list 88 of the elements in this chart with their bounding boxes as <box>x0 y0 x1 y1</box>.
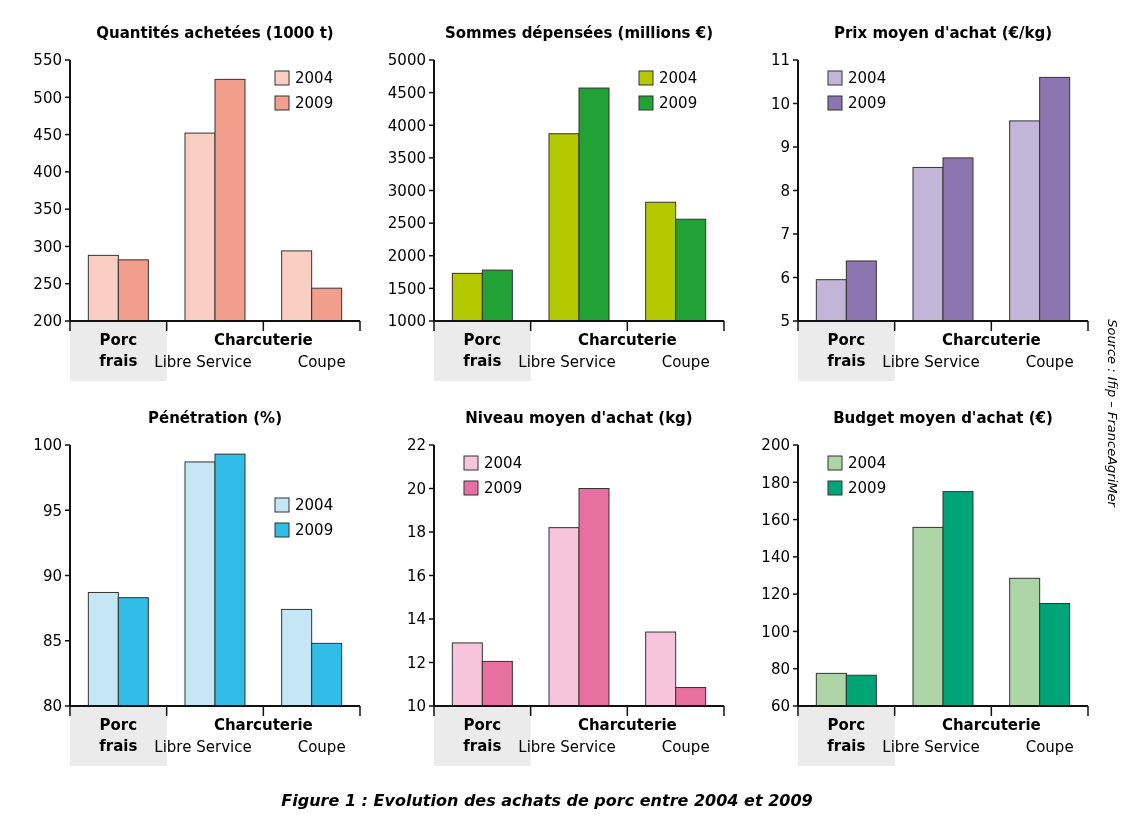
legend-label: 2004 <box>295 496 334 515</box>
x-tick-label: Libre Service <box>154 353 252 371</box>
x-tick-label: Porc frais <box>827 331 866 370</box>
chart-title: Prix moyen d'achat (€/kg) <box>833 24 1053 42</box>
y-tick-label: 5000 <box>387 51 426 70</box>
legend-label: 2004 <box>659 69 698 88</box>
y-tick-label: 3000 <box>387 181 426 200</box>
y-tick-label: 250 <box>33 274 62 293</box>
caption: Figure 1 : Evolution des achats de porc entre 2004 et 2009 <box>281 791 813 810</box>
y-tick-label: 180 <box>761 473 790 492</box>
text: Charcuterie <box>577 331 677 349</box>
y-tick-label: 120 <box>761 585 790 604</box>
y-tick-label: 14 <box>406 610 426 629</box>
legend-label: 2004 <box>484 454 523 473</box>
x-tick-label: Libre Service <box>154 738 252 756</box>
text: Charcuterie <box>213 331 313 349</box>
y-tick-label: 6 <box>780 268 790 287</box>
chart-title: Pénétration (%) <box>148 409 282 427</box>
y-tick-label: 350 <box>33 200 62 219</box>
y-tick-label: 18 <box>406 523 426 542</box>
x-tick-label: Coupe <box>1025 738 1074 756</box>
y-tick-label: 12 <box>406 653 426 672</box>
x-tick-label: Porc frais <box>827 716 866 755</box>
y-tick-label: 80 <box>42 697 62 716</box>
y-tick-label: 8 <box>780 181 790 200</box>
x-tick-label: Porc frais <box>463 716 502 755</box>
chart-title: Quantités achetées (1000 t) <box>96 24 334 42</box>
y-tick-label: 20 <box>406 479 426 498</box>
legend-label: 2009 <box>484 479 523 498</box>
y-tick-label: 11 <box>770 51 790 70</box>
x-tick-label: Porc frais <box>99 716 138 755</box>
legend-label: 2009 <box>295 521 334 540</box>
y-tick-label: 2000 <box>387 247 426 265</box>
x-tick-label: Porc frais <box>463 331 502 370</box>
y-tick-label: 2500 <box>387 214 426 233</box>
legend-label: 2009 <box>659 94 698 113</box>
legend-label: 2009 <box>295 94 334 113</box>
x-tick-label: Coupe <box>1025 353 1074 371</box>
y-tick-label: 10 <box>770 94 790 113</box>
y-tick-label: 16 <box>406 566 426 585</box>
legend-label: 2004 <box>848 69 887 88</box>
x-tick-label: Coupe <box>297 738 346 756</box>
y-tick-label: 95 <box>42 501 62 520</box>
y-tick-label: 200 <box>761 436 790 455</box>
text: Charcuterie <box>577 716 677 734</box>
x-tick-label: Coupe <box>661 738 710 756</box>
y-tick-label: 85 <box>42 632 62 650</box>
x-tick-label: Coupe <box>297 353 346 371</box>
y-tick-label: 22 <box>406 436 426 455</box>
x-tick-label: Libre Service <box>518 353 616 371</box>
y-tick-label: 140 <box>761 548 790 567</box>
y-tick-label: 300 <box>33 237 62 256</box>
y-tick-label: 4000 <box>387 116 426 135</box>
y-tick-label: 1500 <box>387 279 426 298</box>
y-tick-label: 450 <box>33 125 62 144</box>
y-tick-label: 160 <box>761 510 790 529</box>
y-tick-label: 3500 <box>387 149 426 168</box>
y-tick-label: 5 <box>780 312 790 331</box>
y-tick-label: 60 <box>770 697 790 716</box>
legend-label: 2004 <box>295 69 334 88</box>
y-tick-label: 200 <box>33 312 62 331</box>
y-tick-label: 7 <box>780 225 790 244</box>
legend-label: 2009 <box>848 479 887 498</box>
y-tick-label: 100 <box>761 622 790 641</box>
y-tick-label: 500 <box>33 88 62 107</box>
legend-label: 2009 <box>848 94 887 113</box>
x-tick-label: Libre Service <box>882 738 980 756</box>
y-tick-label: 400 <box>33 163 62 182</box>
x-tick-label: Libre Service <box>518 738 616 756</box>
y-tick-label: 4500 <box>387 83 426 102</box>
x-tick-label: Porc frais <box>99 331 138 370</box>
text: Charcuterie <box>213 716 313 734</box>
text: Charcuterie <box>941 331 1041 349</box>
y-tick-label: 9 <box>780 138 790 157</box>
x-tick-label: Libre Service <box>882 353 980 371</box>
x-tick-label: Coupe <box>661 353 710 371</box>
y-tick-label: 100 <box>33 436 62 455</box>
y-tick-label: 1000 <box>387 312 426 331</box>
y-tick-label: 10 <box>406 697 426 716</box>
y-tick-label: 80 <box>770 659 790 678</box>
text: Charcuterie <box>941 716 1041 734</box>
chart-title: Niveau moyen d'achat (kg) <box>465 409 693 427</box>
source-note: Source : Ifip – FranceAgriMer <box>1105 319 1120 509</box>
y-tick-label: 550 <box>33 51 62 70</box>
chart-title: Sommes dépensées (millions €) <box>444 24 714 42</box>
y-tick-label: 90 <box>42 566 62 585</box>
legend-label: 2004 <box>848 454 887 473</box>
chart-title: Budget moyen d'achat (€) <box>833 409 1053 427</box>
